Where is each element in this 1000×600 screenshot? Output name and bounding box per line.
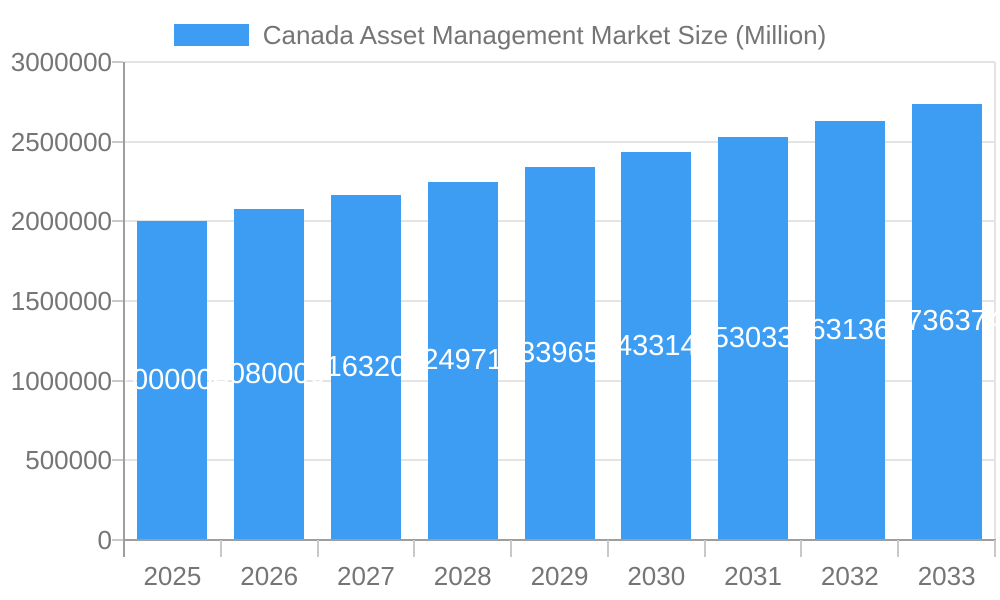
x-axis-tick	[703, 540, 706, 557]
legend-label: Canada Asset Management Market Size (Mil…	[262, 20, 827, 50]
gridline	[124, 61, 995, 63]
plot-right-border	[994, 62, 996, 540]
x-axis-tick	[994, 540, 996, 557]
bar[interactable]: 2433146	[600, 152, 713, 540]
y-axis-tick-label: 3000000	[10, 47, 112, 77]
bar-value-label: 2163200	[309, 351, 423, 384]
bar-value-label: 2736374	[890, 305, 1000, 338]
bar[interactable]: 2736374	[890, 104, 1000, 540]
x-axis-tick	[219, 540, 222, 557]
legend-swatch	[173, 24, 249, 46]
bar[interactable]: 2339658	[503, 167, 616, 540]
x-axis-line	[123, 539, 996, 541]
x-axis-tick	[800, 540, 803, 557]
x-axis-tick	[510, 540, 513, 557]
x-axis-tick	[316, 540, 319, 557]
y-axis-tick-label: 500000	[25, 445, 112, 476]
x-axis-tick	[413, 540, 416, 557]
bar-value-label: 2080000	[212, 357, 326, 390]
y-axis-tick-label: 1500000	[10, 286, 112, 316]
chart-legend[interactable]: Canada Asset Management Market Size (Mil…	[0, 22, 1000, 48]
bar-value-label: 2530336	[696, 321, 810, 354]
y-axis-tick	[112, 300, 123, 302]
x-axis-tick	[897, 540, 900, 557]
bar-value-label: 2433146	[599, 329, 713, 362]
x-axis-tick-label: 2031	[724, 561, 782, 591]
gridline	[124, 140, 995, 143]
bar[interactable]: 2163200	[309, 195, 422, 540]
y-axis-tick-label: 1000000	[10, 365, 112, 396]
x-axis-tick-label: 2027	[337, 561, 395, 591]
x-axis-tick-label: 2030	[627, 561, 686, 591]
x-axis-tick-label: 2028	[433, 561, 492, 591]
y-axis-tick	[112, 140, 123, 143]
bar[interactable]: 2080000	[213, 208, 326, 540]
y-axis-line	[123, 62, 125, 557]
y-axis-tick	[112, 220, 123, 223]
y-axis-tick	[112, 459, 123, 462]
y-axis-tick	[112, 539, 123, 541]
x-axis-tick-label: 2025	[143, 561, 202, 591]
x-axis-tick-label: 2026	[240, 561, 299, 591]
bar[interactable]: 2249712	[406, 181, 519, 540]
y-axis-tick-label: 0	[97, 525, 112, 555]
x-axis-tick-label: 2032	[820, 561, 879, 591]
bar-value-label: 2631364	[793, 313, 907, 346]
y-axis-tick	[112, 379, 123, 382]
x-axis-tick-label: 2029	[530, 561, 589, 591]
x-axis-tick	[606, 540, 609, 557]
bar[interactable]: 2530336	[697, 136, 810, 540]
y-axis-tick-label: 2000000	[10, 206, 112, 237]
bar-value-label: 2249712	[406, 344, 520, 377]
bar[interactable]: 2631364	[793, 120, 906, 540]
x-axis-tick-label: 2033	[917, 561, 976, 591]
bar-value-label: 2339658	[503, 337, 616, 370]
y-axis-tick	[112, 61, 123, 63]
bar[interactable]: 2000000	[116, 221, 229, 540]
y-axis-tick-label: 2500000	[10, 126, 112, 157]
